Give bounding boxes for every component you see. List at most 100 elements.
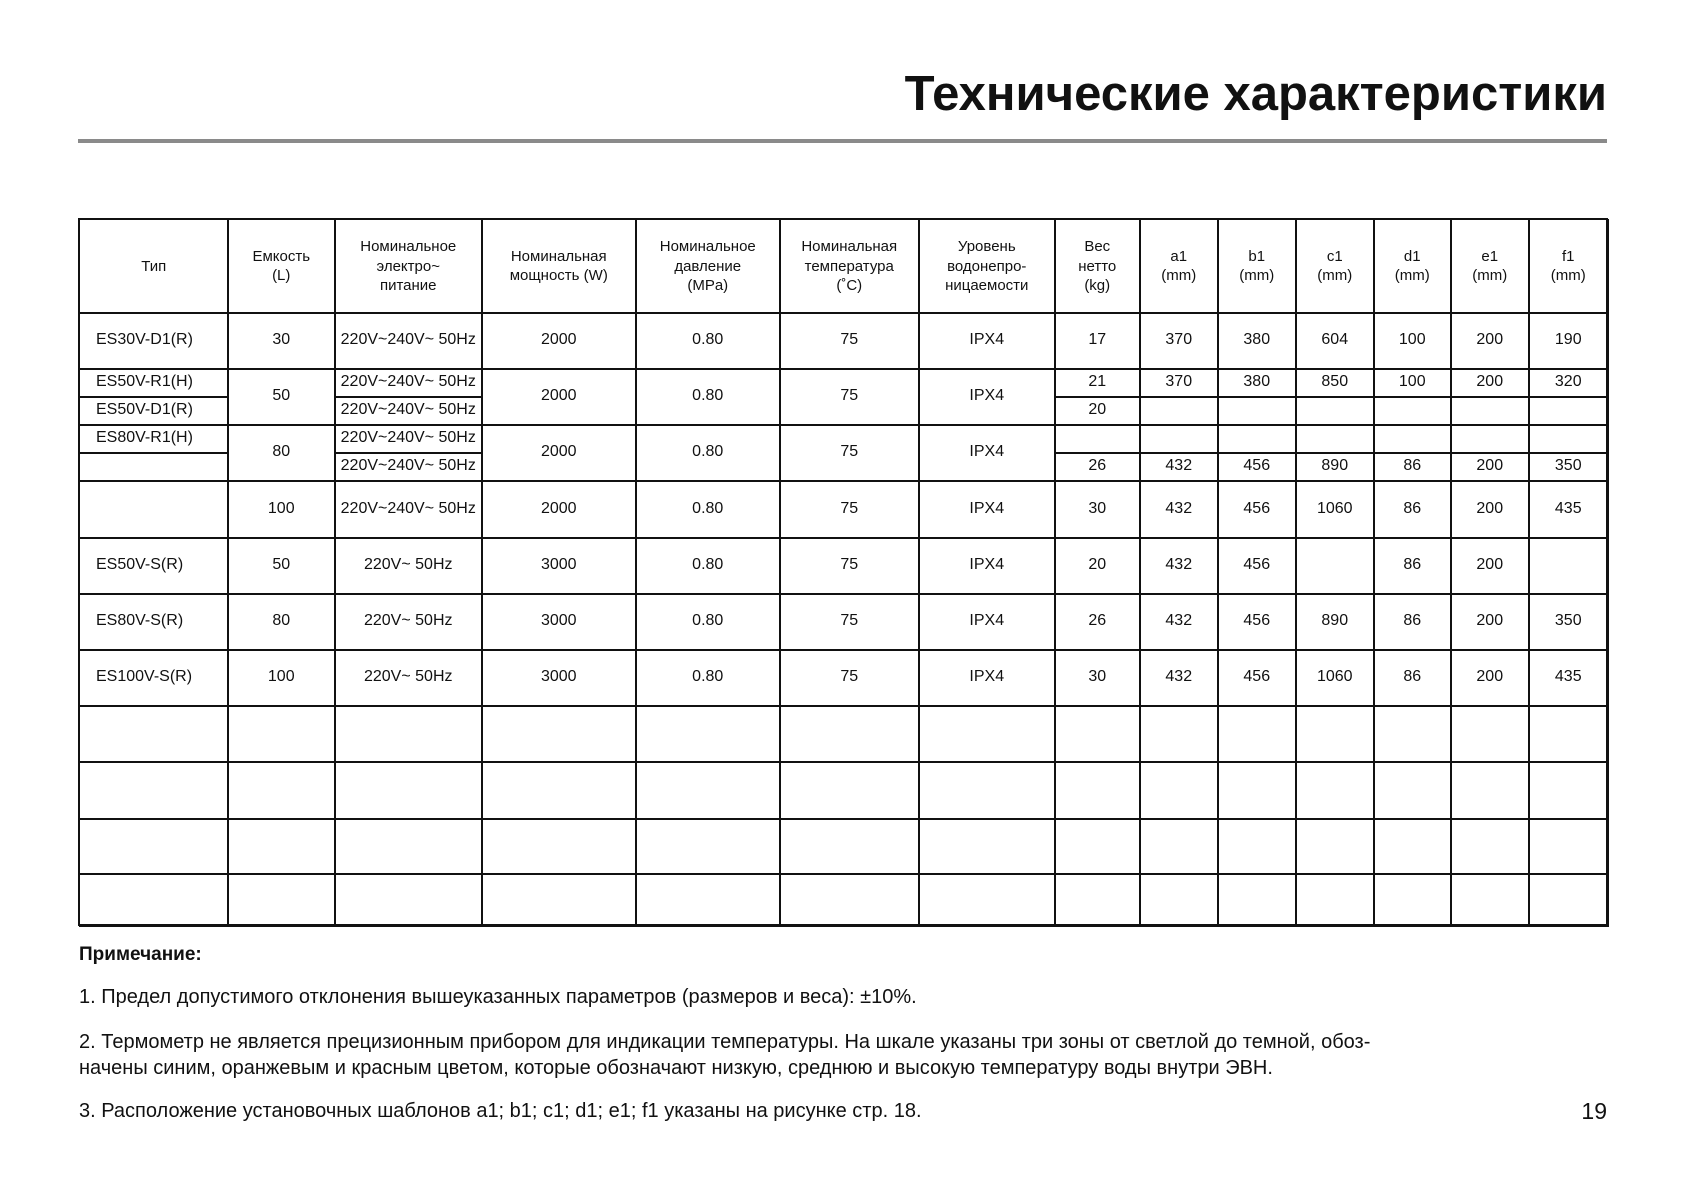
empty-cell — [334, 818, 483, 875]
empty-cell — [1217, 761, 1297, 820]
empty-cell — [334, 761, 483, 820]
empty-cell — [918, 705, 1056, 763]
table-cell: 604 — [1295, 312, 1375, 370]
empty-cell — [1528, 424, 1609, 454]
table-cell: 0.80 — [635, 424, 781, 482]
empty-cell — [227, 761, 336, 820]
empty-cell — [1217, 873, 1297, 927]
table-cell: 190 — [1528, 312, 1609, 370]
table-cell: 220V~240V~ 50Hz — [334, 424, 483, 454]
empty-cell — [635, 761, 781, 820]
empty-cell — [1054, 818, 1141, 875]
empty-cell — [1217, 818, 1297, 875]
table-cell: 370 — [1139, 368, 1219, 398]
empty-cell — [334, 705, 483, 763]
table-cell: 0.80 — [635, 312, 781, 370]
table-cell: 200 — [1450, 593, 1530, 651]
table-cell: 320 — [1528, 368, 1609, 398]
empty-cell — [1373, 818, 1452, 875]
table-cell: 456 — [1217, 593, 1297, 651]
header-cell: Уровень водонепро- ницаемости — [918, 219, 1056, 314]
empty-cell — [635, 705, 781, 763]
header-cell: Номинальное электро~ питание — [334, 219, 483, 314]
table-cell: 432 — [1139, 649, 1219, 707]
empty-cell — [1373, 705, 1452, 763]
empty-cell — [918, 818, 1056, 875]
table-cell: 75 — [779, 368, 920, 426]
table-cell: 17 — [1054, 312, 1141, 370]
table-cell: 432 — [1139, 537, 1219, 595]
empty-cell — [1217, 705, 1297, 763]
table-cell: IPX4 — [918, 593, 1056, 651]
table-cell: 2000 — [481, 312, 637, 370]
table-cell: 200 — [1450, 452, 1530, 482]
empty-cell — [1054, 873, 1141, 927]
header-cell: c1 (mm) — [1295, 219, 1375, 314]
table-cell: 3000 — [481, 649, 637, 707]
table-cell: 200 — [1450, 649, 1530, 707]
table-cell: 80 — [227, 593, 336, 651]
table-cell: 200 — [1450, 368, 1530, 398]
table-cell: 1060 — [1295, 480, 1375, 539]
empty-cell — [1528, 818, 1609, 875]
table-cell: 435 — [1528, 480, 1609, 539]
table-cell: 220V~ 50Hz — [334, 593, 483, 651]
table-cell: 200 — [1450, 480, 1530, 539]
table-cell: 432 — [1139, 452, 1219, 482]
table-cell: 75 — [779, 480, 920, 539]
table-cell: 2000 — [481, 480, 637, 539]
title-rule — [78, 139, 1607, 143]
empty-cell — [779, 873, 920, 927]
empty-cell — [1139, 424, 1219, 454]
table-cell: 456 — [1217, 649, 1297, 707]
page-title: Технические характеристики — [904, 67, 1607, 121]
empty-cell — [1528, 761, 1609, 820]
table-cell: 2000 — [481, 424, 637, 482]
table-cell: 86 — [1373, 480, 1452, 539]
empty-cell — [1295, 705, 1375, 763]
table-cell: 20 — [1054, 396, 1141, 426]
table-cell: 0.80 — [635, 368, 781, 426]
table-cell: IPX4 — [918, 312, 1056, 370]
empty-cell — [1139, 818, 1219, 875]
table-cell: 75 — [779, 649, 920, 707]
table-cell: 100 — [227, 480, 336, 539]
empty-cell — [779, 818, 920, 875]
table-cell: 100 — [1373, 312, 1452, 370]
table-cell: 0.80 — [635, 537, 781, 595]
empty-cell — [334, 873, 483, 927]
notes-heading: Примечание: — [79, 944, 202, 965]
table-cell: 220V~240V~ 50Hz — [334, 480, 483, 539]
table-cell: 2000 — [481, 368, 637, 426]
empty-cell — [918, 873, 1056, 927]
table-cell: 200 — [1450, 537, 1530, 595]
empty-cell — [481, 705, 637, 763]
table-cell: 26 — [1054, 593, 1141, 651]
table-cell: 3000 — [481, 537, 637, 595]
empty-cell — [1528, 705, 1609, 763]
empty-cell — [1450, 424, 1530, 454]
table-cell: 30 — [1054, 649, 1141, 707]
empty-cell — [1054, 705, 1141, 763]
table-cell: 86 — [1373, 649, 1452, 707]
empty-cell — [1528, 537, 1609, 595]
table-cell: 220V~240V~ 50Hz — [334, 368, 483, 398]
note: 3. Расположение установочных шаблонов a1… — [79, 1100, 922, 1122]
table-cell: 220V~ 50Hz — [334, 649, 483, 707]
note: 2. Термометр не является прецизионным пр… — [79, 1031, 1371, 1053]
empty-cell — [1295, 537, 1375, 595]
note: 1. Предел допустимого отклонения вышеука… — [79, 986, 917, 1008]
empty-cell — [1373, 396, 1452, 426]
table-cell: 20 — [1054, 537, 1141, 595]
empty-cell — [1450, 873, 1530, 927]
table-cell: 220V~240V~ 50Hz — [334, 312, 483, 370]
empty-cell — [1295, 761, 1375, 820]
table-cell: 890 — [1295, 452, 1375, 482]
table-cell: 86 — [1373, 452, 1452, 482]
table-cell: IPX4 — [918, 649, 1056, 707]
empty-cell — [227, 705, 336, 763]
empty-cell — [1217, 424, 1297, 454]
empty-cell — [1295, 818, 1375, 875]
table-cell: 30 — [227, 312, 336, 370]
